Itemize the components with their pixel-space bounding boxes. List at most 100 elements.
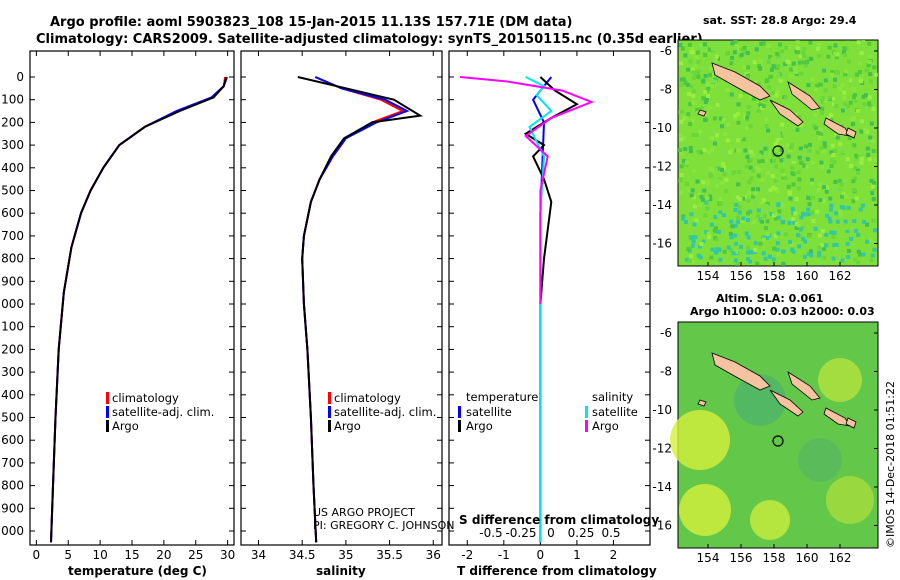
sst-pixel [691, 50, 696, 55]
legend-satellite: satellite-adj. clim. [112, 405, 214, 419]
sst-pixel [688, 102, 693, 107]
depth-tick-label: 200 [1, 115, 24, 129]
sst-pixel [865, 222, 870, 227]
sst-pixel [686, 112, 691, 117]
sst-pixel [819, 160, 824, 165]
sst-pixel [829, 150, 834, 155]
sst-pixel [714, 54, 719, 59]
legend-t-argo: Argo [466, 419, 493, 433]
sst-pixel [758, 144, 763, 149]
sst-pixel [832, 51, 837, 56]
sst-pixel [806, 152, 811, 157]
sst-pixel [680, 46, 685, 51]
sst-pixel [764, 226, 769, 231]
sst-pixel [837, 189, 842, 194]
sst-pixel [802, 127, 807, 132]
sst-pixel [695, 179, 700, 184]
series-line-climatology [50, 76, 227, 543]
sst-pixel [769, 170, 774, 175]
sst-pixel [808, 196, 813, 201]
sst-pixel [812, 203, 817, 208]
sst-pixel [746, 65, 751, 70]
lon-tick-label: 154 [697, 269, 720, 283]
depth-tick-label: 2000 [0, 524, 24, 538]
sst-pixel [852, 116, 857, 121]
map-axes: 154 156 158 160 162 -6 -8 -10 -12 -14 -16 154 156 158… [652, 44, 878, 565]
sst-pixel [733, 40, 738, 45]
lat-tick-label: -14 [652, 480, 672, 494]
sst-pixel [780, 249, 785, 254]
temperature-xlabel: temperature (deg C) [68, 564, 207, 578]
sst-pixel [696, 253, 701, 258]
legend-mark-t-argo [458, 420, 461, 432]
sst-pixel [802, 46, 807, 51]
sst-pixel [801, 51, 806, 56]
x-tick-label: 15 [124, 548, 139, 562]
sst-pixel [861, 40, 866, 45]
sst-pixel [831, 152, 836, 157]
sst-pixel [807, 142, 812, 147]
sst-pixel [699, 242, 704, 247]
sst-pixel [822, 255, 827, 260]
sst-pixel [718, 42, 723, 47]
island [823, 117, 851, 137]
sst-pixel [817, 250, 822, 255]
sst-pixel [843, 52, 848, 57]
sst-pixel [794, 197, 799, 202]
sst-pixel [746, 235, 751, 240]
sst-pixel [751, 96, 756, 101]
series-line-argo [297, 76, 424, 543]
sst-pixel [679, 119, 684, 124]
sst-pixel [763, 98, 768, 103]
figure-title-line2: Climatology: CARS2009. Satellite-adjuste… [36, 32, 703, 47]
sst-pixel [866, 63, 871, 68]
sst-pixel [869, 121, 874, 126]
sst-pixel [738, 135, 743, 140]
x-tick-label: 34 [251, 548, 266, 562]
sst-pixel [732, 50, 737, 55]
sst-pixel [815, 213, 820, 218]
sst-pixel [826, 169, 831, 174]
depth-tick-label: 800 [1, 252, 24, 266]
sst-pixel [685, 82, 690, 87]
sst-pixel [862, 219, 867, 224]
sst-pixel [834, 211, 839, 216]
sst-pixel [769, 212, 774, 217]
sst-pixel [781, 261, 786, 266]
sst-pixel [819, 243, 824, 248]
sst-pixel [684, 160, 689, 165]
sst-pixel [796, 186, 801, 191]
sst-pixel [734, 250, 739, 255]
sst-pixel [827, 45, 832, 50]
sst-pixel [683, 219, 688, 224]
sst-pixel [759, 150, 764, 155]
sst-pixel [862, 102, 867, 107]
sst-pixel [805, 59, 810, 64]
sst-pixel [825, 213, 830, 218]
sst-pixel [773, 234, 778, 239]
sst-pixel [708, 66, 713, 71]
sst-pixel [695, 107, 700, 112]
sst-pixel [700, 203, 705, 208]
sst-pixel [708, 194, 713, 199]
sst-pixel [690, 188, 695, 193]
sst-pixel [703, 89, 708, 94]
sst-pixel [819, 131, 824, 136]
sst-pixel [806, 207, 811, 212]
sst-pixel [678, 133, 683, 138]
sst-pixel [833, 100, 838, 105]
series-line-temperature-argo [523, 76, 579, 543]
depth-tick-label: 1200 [0, 342, 24, 356]
sst-pixel [829, 203, 834, 208]
sst-pixel [763, 183, 768, 188]
sst-pixel [766, 128, 771, 133]
sst-pixel [705, 179, 710, 184]
sst-pixel [868, 54, 873, 59]
sst-pixel [771, 158, 776, 163]
sst-pixel [756, 173, 761, 178]
sst-pixel [699, 106, 704, 111]
sst-pixel [867, 157, 872, 162]
sst-pixel [753, 44, 758, 49]
legend-s-argo: Argo [592, 419, 619, 433]
sst-pixel [742, 65, 747, 70]
